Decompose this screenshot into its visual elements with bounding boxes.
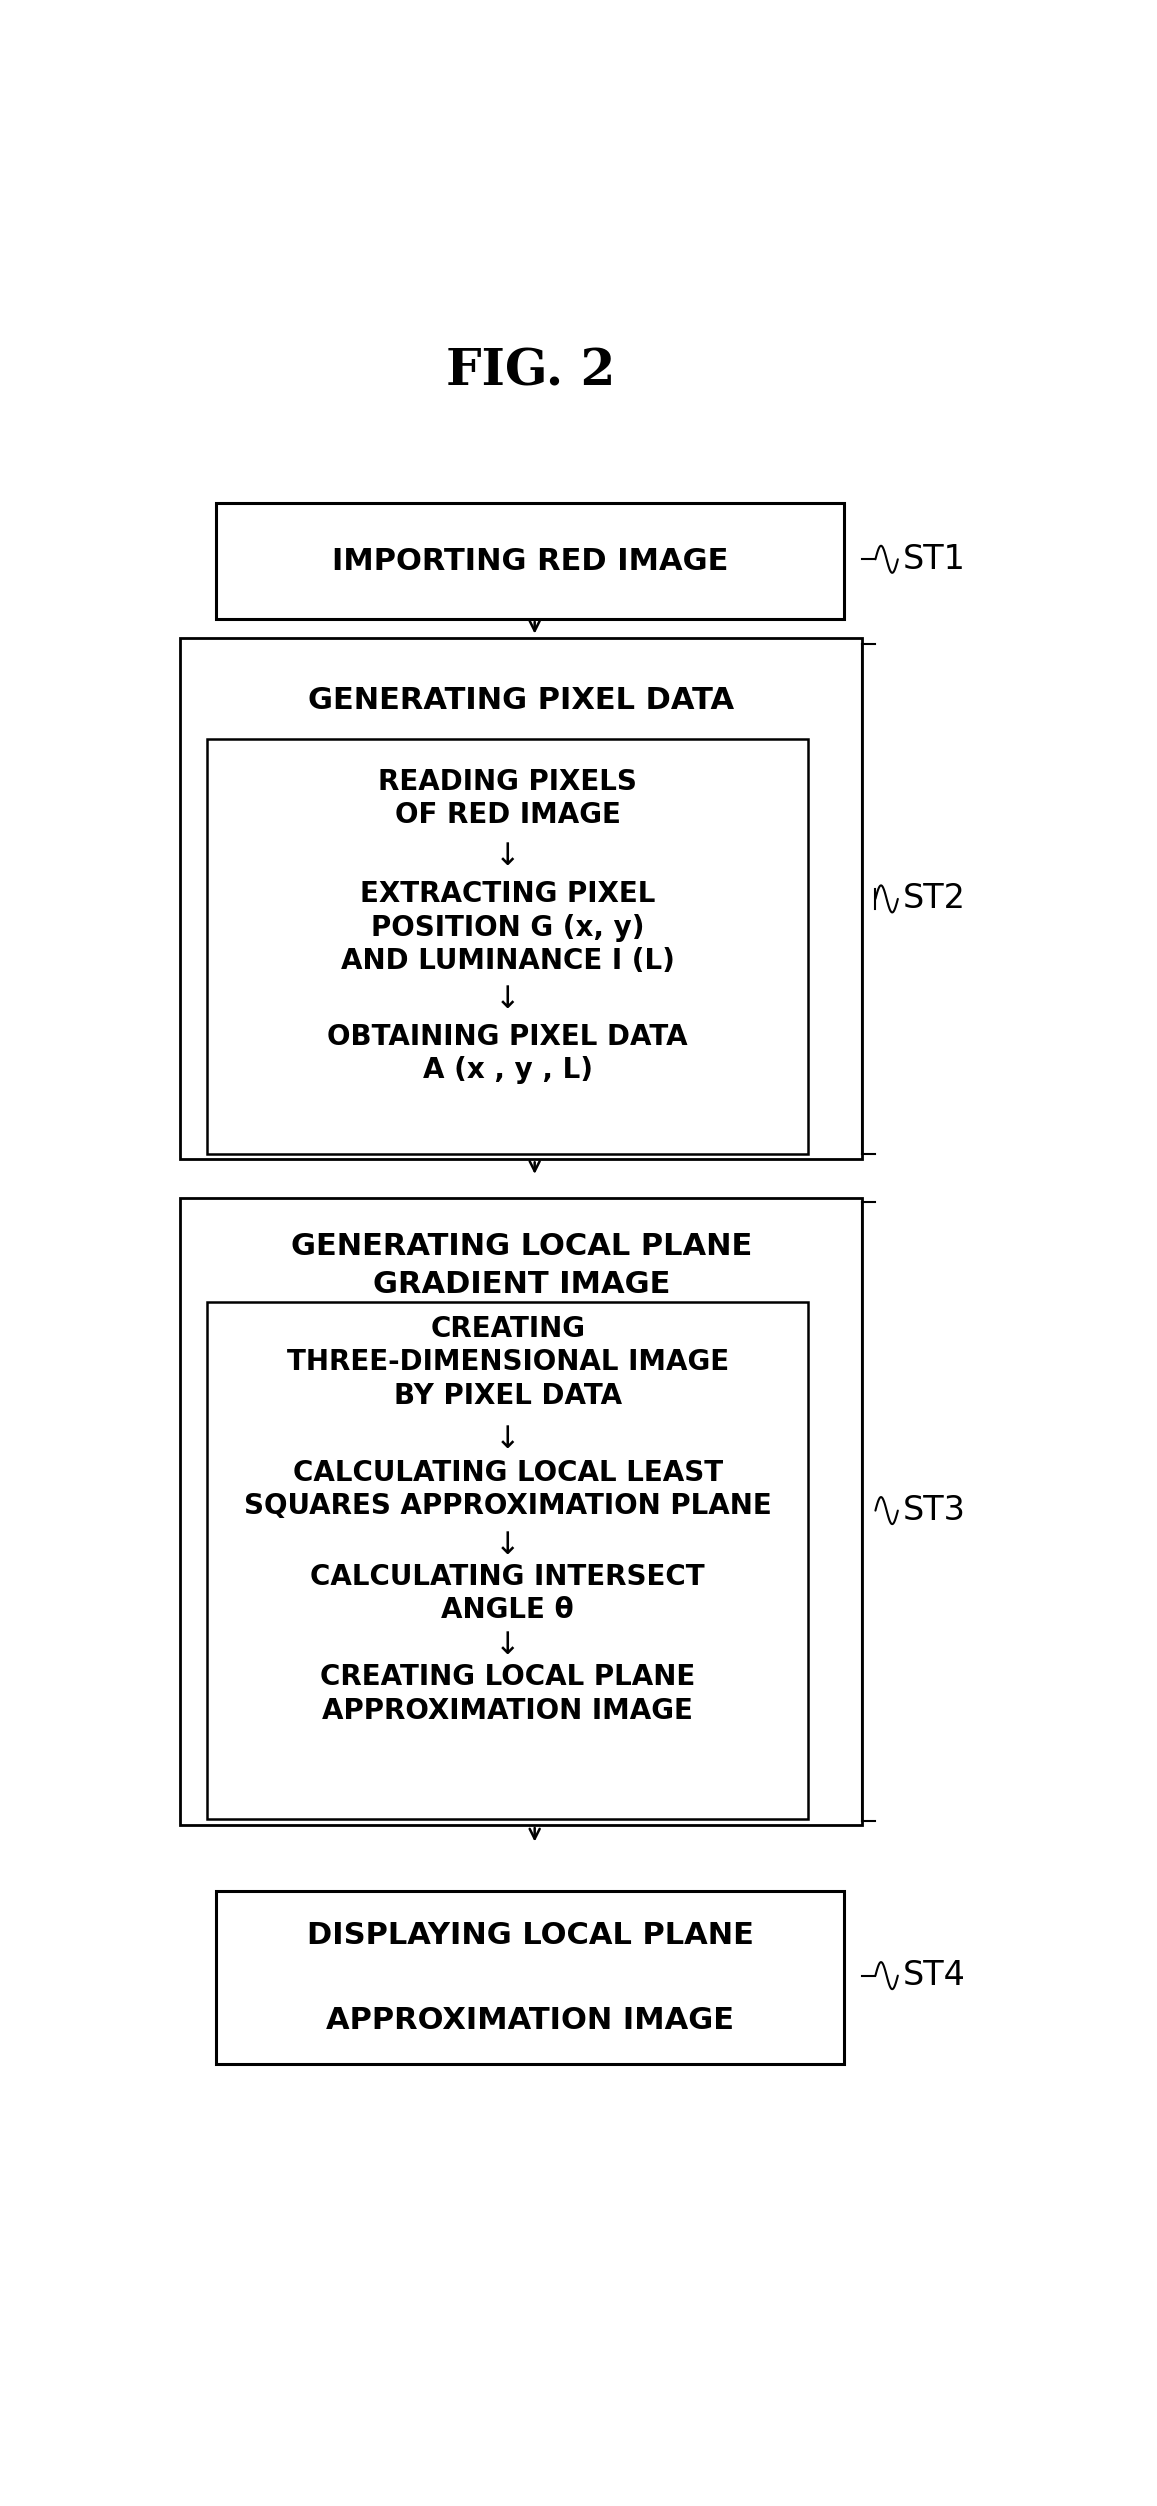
- Bar: [216, 504, 843, 619]
- Text: ST3: ST3: [902, 1494, 965, 1526]
- Text: ↓: ↓: [495, 842, 521, 872]
- Text: ↓: ↓: [495, 1631, 521, 1659]
- Bar: [207, 1303, 808, 1819]
- Text: CALCULATING INTERSECT
ANGLE θ: CALCULATING INTERSECT ANGLE θ: [310, 1564, 705, 1624]
- Text: ↓: ↓: [495, 985, 521, 1015]
- Text: READING PIXELS
OF RED IMAGE: READING PIXELS OF RED IMAGE: [378, 767, 638, 829]
- Text: IMPORTING RED IMAGE: IMPORTING RED IMAGE: [332, 546, 729, 576]
- Text: ST2: ST2: [902, 882, 965, 915]
- Text: GENERATING PIXEL DATA: GENERATING PIXEL DATA: [308, 687, 735, 714]
- Text: GRADIENT IMAGE: GRADIENT IMAGE: [373, 1271, 670, 1298]
- Bar: [207, 739, 808, 1153]
- Text: EXTRACTING PIXEL
POSITION G (x, y)
AND LUMINANCE I (L): EXTRACTING PIXEL POSITION G (x, y) AND L…: [341, 880, 675, 975]
- Bar: [180, 1198, 862, 1824]
- Text: GENERATING LOCAL PLANE: GENERATING LOCAL PLANE: [290, 1233, 752, 1261]
- Text: ST1: ST1: [902, 544, 965, 576]
- Text: CREATING LOCAL PLANE
APPROXIMATION IMAGE: CREATING LOCAL PLANE APPROXIMATION IMAGE: [320, 1664, 695, 1724]
- Bar: [216, 1890, 843, 2065]
- Text: ST4: ST4: [902, 1960, 965, 1992]
- Text: FIG. 2: FIG. 2: [445, 348, 614, 396]
- Text: APPROXIMATION IMAGE: APPROXIMATION IMAGE: [326, 2005, 735, 2035]
- Text: OBTAINING PIXEL DATA
A (x , y , L): OBTAINING PIXEL DATA A (x , y , L): [327, 1022, 688, 1085]
- Bar: [180, 639, 862, 1160]
- Text: CREATING
THREE-DIMENSIONAL IMAGE
BY PIXEL DATA: CREATING THREE-DIMENSIONAL IMAGE BY PIXE…: [287, 1316, 729, 1408]
- Text: CALCULATING LOCAL LEAST
SQUARES APPROXIMATION PLANE: CALCULATING LOCAL LEAST SQUARES APPROXIM…: [244, 1458, 772, 1521]
- Text: DISPLAYING LOCAL PLANE: DISPLAYING LOCAL PLANE: [307, 1920, 753, 1950]
- Text: ↓: ↓: [495, 1426, 521, 1453]
- Text: ↓: ↓: [495, 1531, 521, 1559]
